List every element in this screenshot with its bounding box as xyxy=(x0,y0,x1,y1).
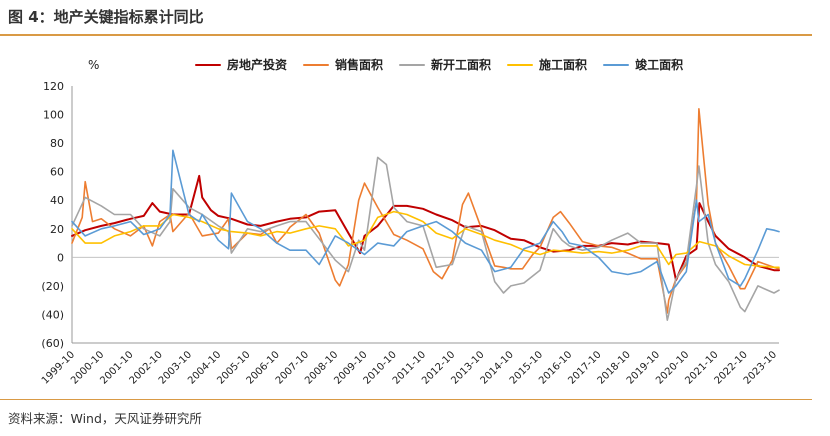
y-tick-label: (60) xyxy=(41,337,64,350)
legend-item: 施工面积 xyxy=(507,56,587,73)
title-divider xyxy=(0,34,812,36)
y-tick-label: 100 xyxy=(43,109,64,122)
y-axis-unit: % xyxy=(88,58,100,72)
legend-swatch xyxy=(507,63,534,66)
series-line xyxy=(71,149,780,294)
y-tick-label: (40) xyxy=(41,308,64,321)
figure-title: 图 4：地产关键指标累计同比 xyxy=(8,8,204,26)
series-line xyxy=(71,174,780,282)
y-tick-label: 20 xyxy=(50,223,64,236)
legend-label: 销售面积 xyxy=(335,58,384,72)
y-tick-label: 60 xyxy=(50,166,64,179)
legend-swatch xyxy=(603,63,630,66)
series-line xyxy=(71,156,780,322)
y-tick-label: 40 xyxy=(50,194,64,207)
y-tick-label: 0 xyxy=(57,251,64,264)
series-line xyxy=(71,108,780,314)
source-note: 资料来源：Wind，天风证券研究所 xyxy=(8,411,202,426)
y-tick-label: 80 xyxy=(50,137,64,150)
legend-label: 竣工面积 xyxy=(635,58,684,72)
legend-swatch xyxy=(195,63,221,66)
legend-label: 施工面积 xyxy=(539,58,588,72)
series-line xyxy=(71,210,780,269)
y-tick-label: 120 xyxy=(43,80,64,93)
legend-label: 房地产投资 xyxy=(227,58,288,72)
legend-item: 竣工面积 xyxy=(603,56,683,73)
legend-label: 新开工面积 xyxy=(431,58,492,72)
chart-legend: 房地产投资 销售面积 新开工面积 施工面积 竣工面积 xyxy=(195,56,683,73)
source-divider xyxy=(0,399,812,400)
legend-swatch xyxy=(303,63,330,66)
legend-swatch xyxy=(399,63,426,66)
legend-item: 销售面积 xyxy=(303,56,383,73)
y-tick-label: (20) xyxy=(41,280,64,293)
legend-item: 新开工面积 xyxy=(399,56,491,73)
legend-item: 房地产投资 xyxy=(195,56,287,73)
